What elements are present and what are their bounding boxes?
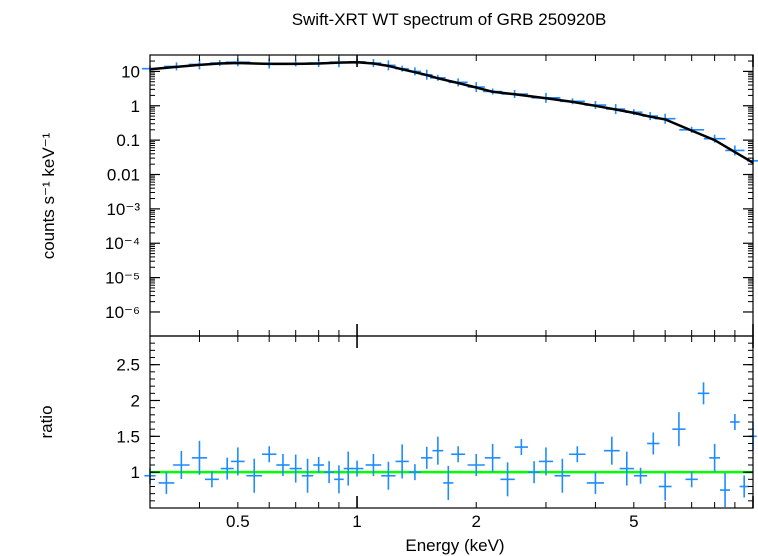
chart-title: Swift-XRT WT spectrum of GRB 250920B [292,10,607,29]
x-axis-title: Energy (keV) [405,536,504,555]
y-tick-label: 0.1 [116,131,140,150]
ratio-panel: 0.5 1 2 5 1 1.5 2 2.5 [116,335,757,531]
y-tick-label: 1 [131,463,140,482]
model-line [149,60,754,164]
x-tick-label: 1 [352,512,361,531]
panel-frame [149,54,754,337]
y-tick-label: 2.5 [116,356,140,375]
y-tick-label: 1 [131,97,140,116]
y-tick-label: 10 [121,62,140,81]
x-tick-label: 5 [629,512,638,531]
x-tick-label: 2 [472,512,481,531]
x-tick-label: 0.5 [226,512,250,531]
y-tick-label: 10⁻⁴ [105,234,140,253]
y-tick-label: 10⁻⁶ [105,303,140,322]
chart-labels: Swift-XRT WT spectrum of GRB 250920B cou… [37,10,606,555]
y-tick-label: 10⁻⁵ [105,269,140,288]
y-tick-label: 1.5 [116,427,140,446]
y-tick-label: 2 [131,392,140,411]
y-axis-title-spectrum: counts s⁻¹ keV⁻¹ [39,132,58,259]
y-tick-label: 10⁻³ [106,200,140,219]
spectrum-panel: 10 1 0.1 0.01 10⁻³ 10⁻⁴ 10⁻⁵ 10⁻⁶ [105,54,758,337]
y-tick-label: 0.01 [107,166,140,185]
y-axis-title-ratio: ratio [37,405,56,438]
